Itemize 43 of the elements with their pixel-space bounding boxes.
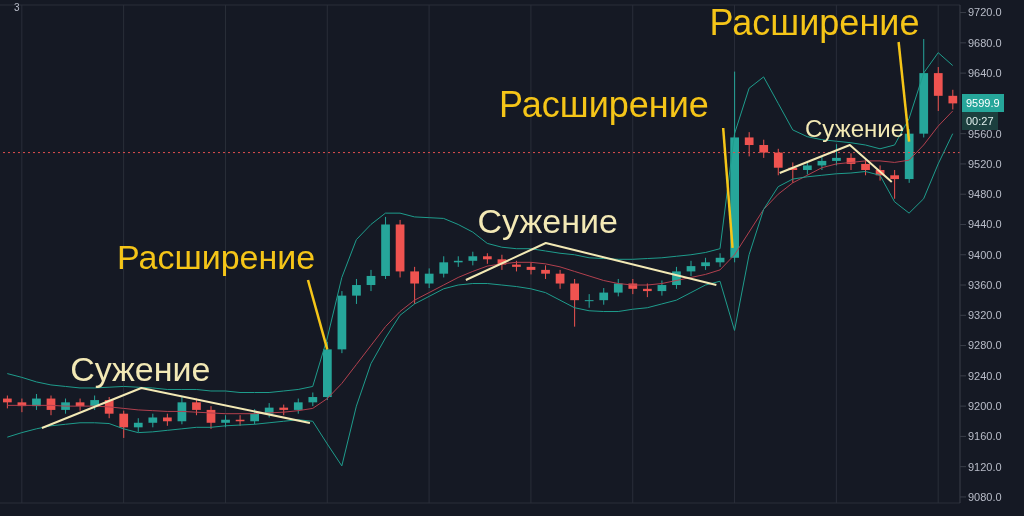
candlestick <box>439 255 449 278</box>
y-tick-label: 9280.0 <box>968 339 1002 352</box>
text: 00:27 <box>966 115 994 128</box>
y-tick-label: 9160.0 <box>968 430 1002 443</box>
y-tick-label: 9360.0 <box>968 278 1002 291</box>
candlestick <box>366 269 376 292</box>
y-tick-label: 9120.0 <box>968 460 1002 473</box>
candlestick <box>933 66 943 112</box>
annotation: Расширение <box>709 2 920 44</box>
candlestick <box>744 131 754 157</box>
y-tick-label: 9720.0 <box>968 6 1002 19</box>
candlestick <box>526 261 536 275</box>
candlestick <box>410 266 419 305</box>
candlestick <box>773 148 783 176</box>
candlestick <box>657 279 667 297</box>
annotation: Сужение <box>477 202 618 242</box>
candlestick <box>584 293 594 309</box>
y-tick-label: 9480.0 <box>968 188 1002 201</box>
annotation: Расширение <box>499 84 709 126</box>
y-tick-label: 9640.0 <box>968 67 1002 80</box>
annotation: 3 <box>14 2 20 14</box>
annotation: Сужение <box>805 115 905 143</box>
annotation: Расширение <box>116 238 316 278</box>
text: 9599.9 <box>962 94 1004 113</box>
candlestick <box>759 139 769 159</box>
candlestick <box>570 278 579 328</box>
y-tick-label: 9520.0 <box>968 157 1002 170</box>
annotation: Сужение <box>70 350 211 390</box>
y-tick-label: 9200.0 <box>968 400 1002 413</box>
candlestick <box>555 269 565 290</box>
y-tick-label: 9680.0 <box>968 36 1002 49</box>
y-tick-label: 9320.0 <box>968 309 1002 322</box>
line-series <box>6 52 954 393</box>
candlestick <box>352 278 361 305</box>
y-tick-label: 9560.0 <box>968 127 1002 140</box>
y-tick-label: 9440.0 <box>968 218 1002 231</box>
y-tick-label: 9240.0 <box>968 369 1002 382</box>
y-tick-label: 9400.0 <box>968 248 1002 261</box>
candlestick <box>890 169 899 200</box>
candlestick <box>424 267 434 289</box>
candlestick <box>948 89 958 110</box>
candlestick <box>119 410 129 439</box>
y-tick-label: 9080.0 <box>968 490 1002 503</box>
